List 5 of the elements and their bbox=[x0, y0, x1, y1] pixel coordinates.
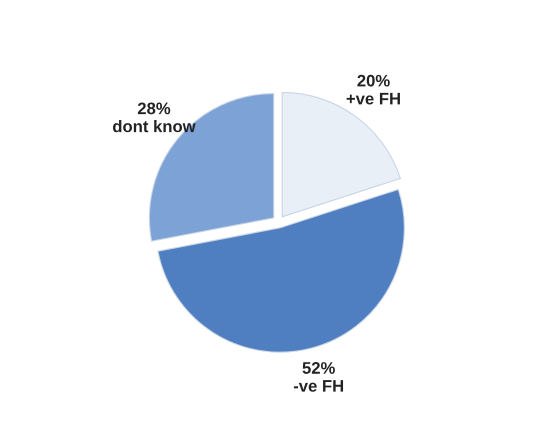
slice-label: -ve FH bbox=[294, 380, 344, 392]
data-label: 20% bbox=[357, 74, 390, 87]
data-label: 28% bbox=[138, 102, 170, 114]
slice-label: +ve FH bbox=[346, 92, 400, 105]
data-label: 52% bbox=[302, 362, 335, 374]
